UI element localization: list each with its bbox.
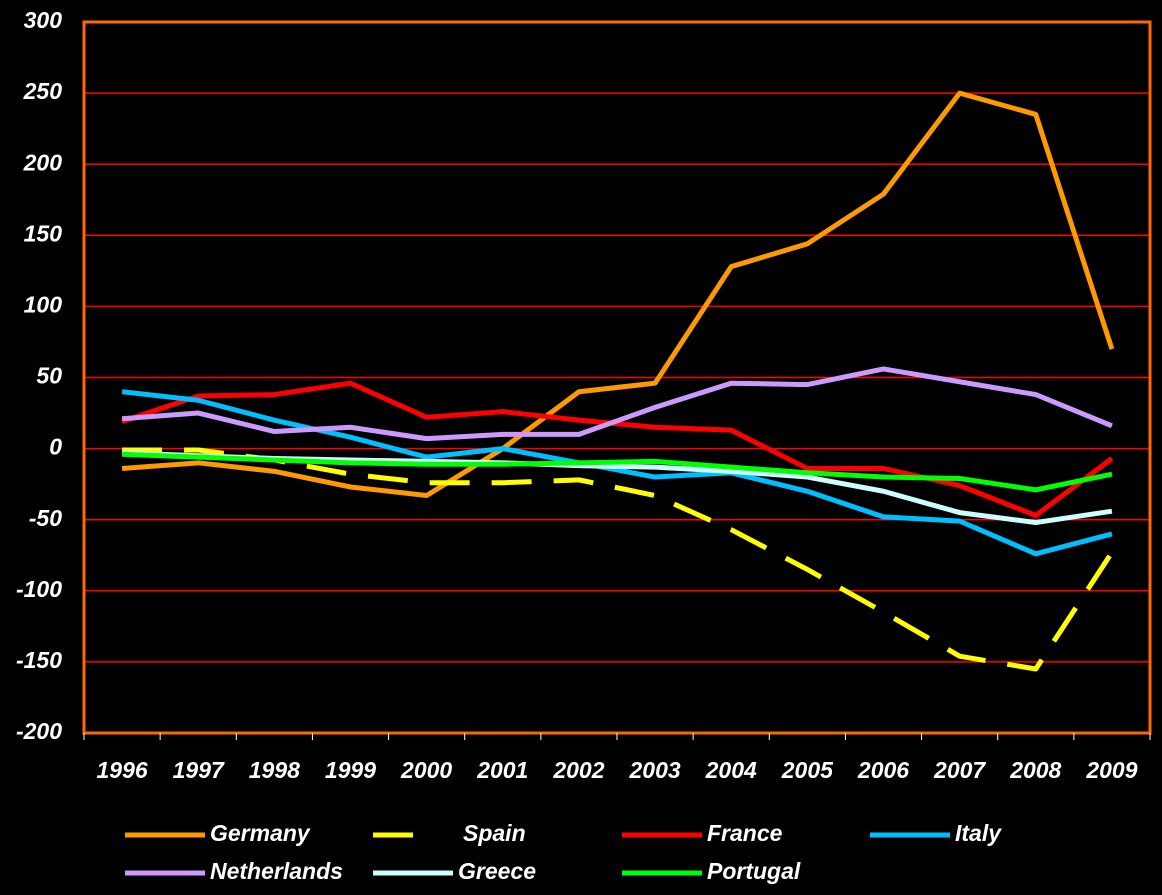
legend-label: Italy [955,820,1002,846]
series-line [121,366,1113,442]
y-tick-label: 250 [23,78,63,104]
legend-label: Germany [210,820,311,846]
legend-label: Greece [458,858,536,884]
x-tick-label: 2004 [705,757,757,783]
x-tick-label: 2008 [1009,757,1061,783]
x-tick-label: 2009 [1085,757,1137,783]
x-tick-label: 2006 [857,757,909,783]
series-line [121,451,1113,493]
x-tick-label: 2003 [628,757,680,783]
y-tick-label: 300 [24,7,63,33]
y-tick-label: -50 [29,505,62,531]
legend-label: Portugal [707,858,801,884]
y-tick-label: -200 [16,718,62,744]
y-tick-label: 50 [36,363,62,389]
x-tick-label: 1996 [96,757,147,783]
y-tick-label: 0 [49,434,62,460]
y-tick-label: 100 [24,291,63,317]
y-tick-label: -150 [16,647,62,673]
x-tick-label: 2007 [933,757,986,783]
x-tick-label: 2005 [781,757,834,783]
x-tick-label: 2001 [476,757,528,783]
y-tick-label: 200 [23,149,63,175]
y-tick-label: 150 [24,220,63,246]
x-tick-label: 1999 [325,757,376,783]
x-tick-label: 2000 [400,757,452,783]
y-tick-label: -100 [16,576,62,602]
series-line [122,447,1115,672]
legend-label: Netherlands [210,858,343,884]
series-line [121,380,1114,518]
legend-label: Spain [463,820,526,846]
x-tick-label: 1997 [173,757,225,783]
series-line [121,389,1113,557]
legend-label: France [707,820,783,846]
x-tick-label: 1998 [249,757,300,783]
series-line [121,90,1115,499]
x-tick-label: 2002 [552,757,604,783]
